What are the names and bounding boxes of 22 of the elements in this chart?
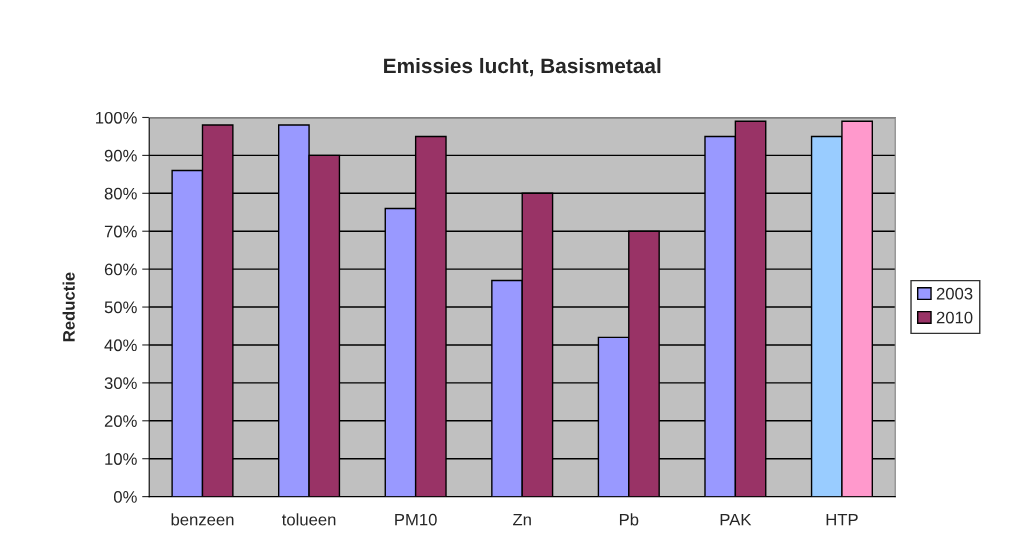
legend-label: 2010 xyxy=(936,311,973,324)
x-tick-label: PM10 xyxy=(395,513,437,526)
x-tick-label: Zn xyxy=(513,513,531,526)
y-tick-label: 80% xyxy=(104,187,137,200)
x-tick-label: HTP xyxy=(826,513,858,526)
y-axis-title: Reductie xyxy=(62,272,75,342)
chart-title: Emissies lucht, Basismetaal xyxy=(384,57,661,77)
y-tick-label: 90% xyxy=(104,149,137,162)
x-tick-label: Pb xyxy=(619,513,639,526)
y-tick-label: 50% xyxy=(104,301,137,314)
y-tick-label: 20% xyxy=(104,415,137,427)
y-tick-label: 70% xyxy=(104,225,137,238)
x-tick-label: benzeen xyxy=(171,513,234,526)
y-tick-label: 60% xyxy=(104,263,137,276)
x-tick-label: PAK xyxy=(720,513,752,526)
y-tick-label: 10% xyxy=(105,453,137,465)
y-tick-label: 0% xyxy=(113,491,137,503)
legend-label: 2003 xyxy=(936,287,973,300)
y-tick-label: 30% xyxy=(104,377,137,390)
x-tick-label: tolueen xyxy=(281,513,336,526)
y-tick-label: 40% xyxy=(104,339,137,352)
y-tick-label: 100% xyxy=(96,111,137,124)
